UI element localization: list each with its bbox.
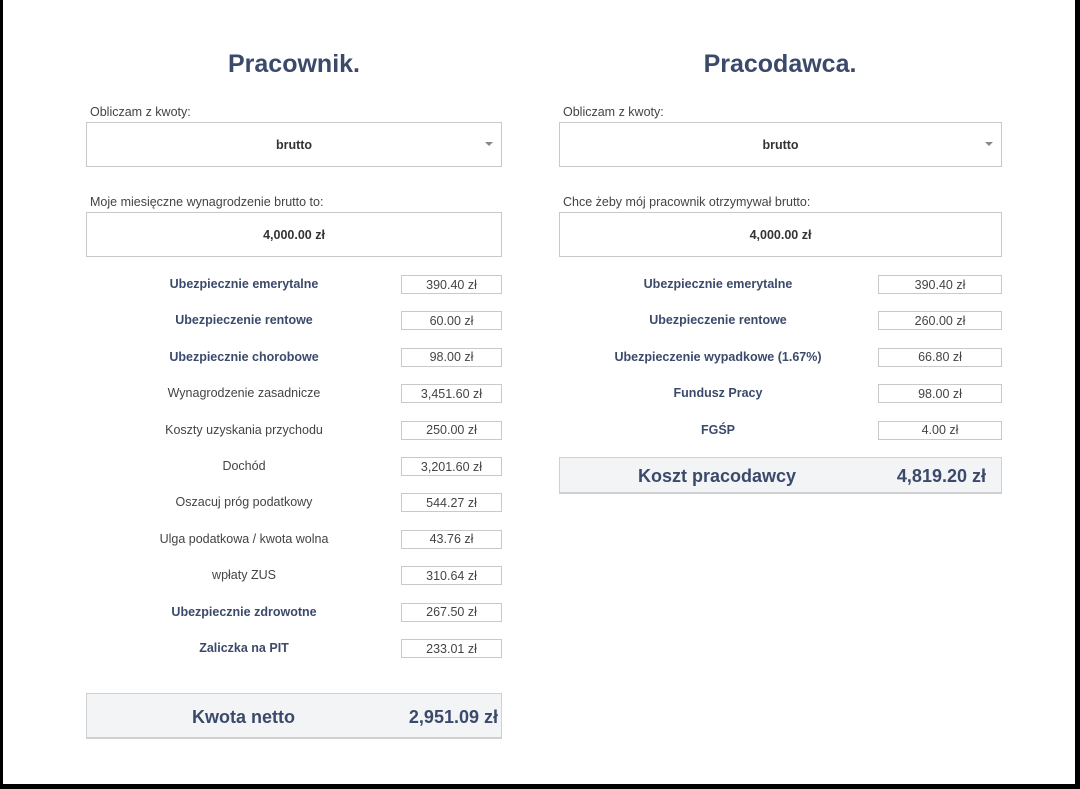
row-value-field[interactable]: 3,451.60 zł	[401, 384, 502, 404]
row-value-field[interactable]: 267.50 zł	[401, 602, 502, 622]
employer-cost-label: Koszt pracodawcy	[638, 466, 797, 486]
employer-mode-select[interactable]: brutto	[559, 122, 1002, 167]
row-label: Ubezpieczenie wypadkowe (1.67%)	[614, 349, 822, 364]
net-amount-label: Kwota netto	[192, 707, 295, 727]
row-label: Ubezpieczenie rentowe	[649, 313, 787, 328]
row-value-field[interactable]: 390.40 zł	[878, 275, 1002, 294]
row-value-field[interactable]: 43.76 zł	[401, 529, 502, 549]
employer-title: Pracodawca.	[703, 50, 857, 78]
row-label: Ubezpieczenie rentowe	[175, 313, 313, 328]
row-value-field[interactable]: 260.00 zł	[878, 311, 1002, 331]
employee-salary-label: Moje miesięczne wynagrodzenie brutto to:	[90, 195, 324, 209]
row-label: Oszacuj próg podatkowy	[175, 495, 313, 510]
row-label: Ubezpiecznie emerytalne	[169, 277, 319, 291]
row-value-field[interactable]: 98.00 zł	[401, 347, 502, 367]
net-amount-value: 2,951.09 zł	[408, 707, 498, 727]
row-value-field[interactable]: 390.40 zł	[401, 275, 502, 294]
employee-mode-select[interactable]: brutto	[86, 122, 502, 167]
row-label: Dochód	[222, 459, 266, 473]
row-value-field[interactable]: 98.00 zł	[878, 384, 1002, 404]
row-value-field[interactable]: 4.00 zł	[878, 420, 1002, 440]
row-label: Koszty uzyskania przychodu	[165, 422, 323, 437]
row-label: FGŚP	[700, 422, 736, 437]
employer-cost-value: 4,819.20 zł	[896, 466, 986, 486]
employer-salary-input[interactable]: 4,000.00 zł	[559, 212, 1002, 257]
row-label: Wynagrodzenie zasadnicze	[167, 386, 321, 401]
row-value-field[interactable]: 66.80 zł	[878, 347, 1002, 367]
row-label: Zaliczka na PIT	[199, 641, 289, 655]
row-value-field[interactable]: 250.00 zł	[401, 420, 502, 440]
row-label: Fundusz Pracy	[673, 386, 763, 401]
employer-mode-label: Obliczam z kwoty:	[563, 105, 664, 119]
row-value-field[interactable]: 3,201.60 zł	[401, 457, 502, 476]
calculator-page: Pracownik. Obliczam z kwoty: brutto Moje…	[3, 0, 1075, 784]
employee-salary-input[interactable]: 4,000.00 zł	[86, 212, 502, 257]
employee-mode-value: brutto	[275, 137, 313, 152]
row-value-field[interactable]: 544.27 zł	[401, 493, 502, 513]
employee-mode-label: Obliczam z kwoty:	[90, 105, 191, 119]
chevron-down-icon	[985, 142, 993, 146]
employer-mode-value: brutto	[762, 137, 799, 152]
employee-total-bar: Kwota netto 2,951.09 zł	[86, 693, 502, 739]
row-value-field[interactable]: 233.01 zł	[401, 639, 502, 658]
row-label: Ubezpiecznie chorobowe	[169, 349, 319, 364]
row-label: wpłaty ZUS	[212, 568, 276, 583]
employer-total-bar: Koszt pracodawcy 4,819.20 zł	[559, 457, 1002, 494]
row-value-field[interactable]: 310.64 zł	[401, 566, 502, 586]
employee-title: Pracownik.	[228, 50, 360, 78]
chevron-down-icon	[485, 142, 493, 146]
row-label: Ubezpiecznie zdrowotne	[171, 604, 317, 619]
row-label: Ubezpiecznie emerytalne	[643, 277, 793, 291]
employer-salary-label: Chce żeby mój pracownik otrzymywał brutt…	[563, 195, 811, 209]
row-value-field[interactable]: 60.00 zł	[401, 311, 502, 331]
row-label: Ulga podatkowa / kwota wolna	[159, 531, 329, 546]
